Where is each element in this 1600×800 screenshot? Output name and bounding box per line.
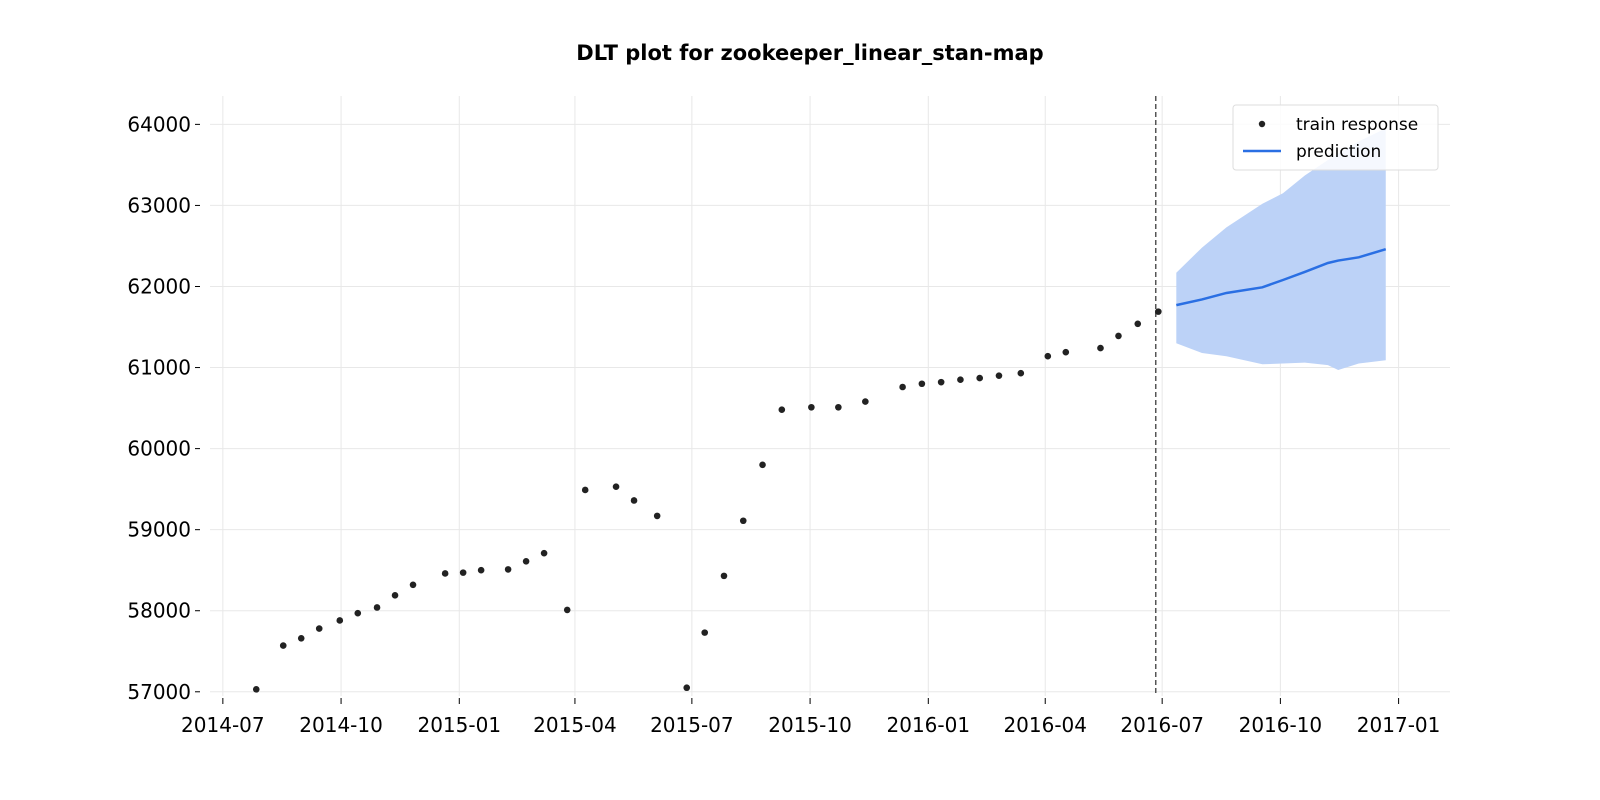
y-tick-label: 64000 bbox=[127, 112, 191, 136]
train-response-point bbox=[279, 642, 287, 649]
train-response-point bbox=[1097, 344, 1104, 352]
y-tick-label: 58000 bbox=[127, 599, 191, 623]
chart-title: DLT plot for zookeeper_linear_stan-map bbox=[576, 41, 1043, 65]
x-axis: 2014-07 2014-10 2015-01 2015-04 2015-07 2015-… bbox=[181, 698, 1440, 737]
train-response-point bbox=[739, 517, 747, 525]
train-response-point bbox=[477, 566, 485, 574]
x-tick-label: 2016-01 bbox=[887, 713, 971, 737]
train-response-point bbox=[995, 372, 1003, 379]
x-tick-label: 2014-10 bbox=[299, 713, 383, 737]
x-tick-label: 2015-10 bbox=[768, 713, 852, 737]
train-response-point bbox=[937, 378, 945, 386]
train-response-series bbox=[252, 308, 1162, 693]
y-tick-label: 62000 bbox=[127, 274, 191, 298]
x-tick-label: 2017-01 bbox=[1357, 713, 1441, 737]
legend: train response prediction bbox=[1232, 104, 1439, 171]
prediction-band bbox=[1176, 128, 1386, 370]
x-tick-label: 2015-04 bbox=[533, 713, 617, 737]
train-response-point bbox=[1017, 369, 1025, 377]
y-tick-label: 61000 bbox=[127, 356, 191, 380]
train-response-point bbox=[957, 376, 964, 384]
x-tick-label: 2015-07 bbox=[650, 713, 734, 737]
train-response-point bbox=[778, 406, 786, 414]
prediction-interval-band bbox=[1176, 128, 1386, 370]
train-response-point bbox=[1134, 320, 1142, 328]
train-response-point bbox=[862, 398, 869, 405]
train-response-point bbox=[612, 483, 620, 491]
train-response-point bbox=[683, 684, 691, 692]
train-response-point bbox=[1155, 308, 1162, 315]
train-response-point bbox=[653, 512, 661, 520]
train-response-point bbox=[701, 629, 709, 636]
x-tick-label: 2016-04 bbox=[1003, 713, 1087, 737]
train-response-point bbox=[759, 461, 766, 469]
x-tick-label: 2015-01 bbox=[417, 713, 501, 737]
train-response-point bbox=[1115, 332, 1122, 340]
y-tick-label: 63000 bbox=[127, 193, 191, 217]
prediction-series bbox=[1176, 248, 1387, 307]
train-response-point bbox=[976, 374, 983, 382]
x-tick-label: 2016-07 bbox=[1120, 713, 1204, 737]
train-response-point bbox=[297, 634, 305, 642]
train-response-point bbox=[504, 566, 512, 573]
legend-label-train-response: train response bbox=[1296, 115, 1418, 135]
train-response-point bbox=[630, 497, 638, 504]
train-response-point bbox=[354, 609, 362, 617]
train-response-point bbox=[1062, 348, 1070, 356]
legend-label-prediction: prediction bbox=[1296, 142, 1381, 162]
train-response-point bbox=[459, 569, 467, 576]
train-response-point bbox=[315, 625, 323, 632]
train-response-point bbox=[835, 403, 842, 411]
train-response-point bbox=[563, 606, 571, 614]
train-response-point bbox=[409, 581, 417, 589]
y-tick-label: 57000 bbox=[127, 680, 191, 704]
train-response-point bbox=[918, 380, 926, 388]
y-axis: 57000 58000 59000 60000 61000 62000 63000 64000 bbox=[127, 112, 200, 704]
train-response-point bbox=[1044, 352, 1052, 360]
train-response-point bbox=[373, 604, 381, 611]
x-tick-label: 2016-10 bbox=[1239, 713, 1323, 737]
train-response-point bbox=[899, 383, 906, 391]
train-response-point bbox=[391, 592, 399, 599]
train-response-point bbox=[522, 557, 530, 565]
train-response-point bbox=[808, 403, 815, 411]
train-response-point bbox=[441, 570, 449, 577]
train-response-point bbox=[581, 486, 589, 494]
train-response-point bbox=[720, 572, 728, 580]
x-tick-label: 2014-07 bbox=[181, 713, 265, 737]
prediction-line bbox=[1176, 248, 1387, 307]
train-response-point bbox=[540, 549, 548, 557]
legend-marker-train-response bbox=[1258, 120, 1266, 128]
y-tick-label: 60000 bbox=[127, 437, 191, 461]
y-tick-label: 59000 bbox=[127, 518, 191, 542]
legend-box bbox=[1232, 104, 1439, 171]
train-response-point bbox=[336, 617, 344, 624]
train-response-point bbox=[252, 686, 260, 693]
grid bbox=[210, 96, 1450, 696]
